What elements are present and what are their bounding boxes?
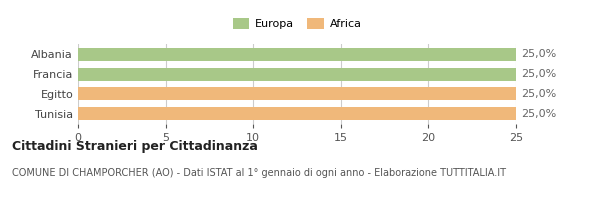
Text: COMUNE DI CHAMPORCHER (AO) - Dati ISTAT al 1° gennaio di ogni anno - Elaborazion: COMUNE DI CHAMPORCHER (AO) - Dati ISTAT …	[12, 168, 506, 178]
Text: Cittadini Stranieri per Cittadinanza: Cittadini Stranieri per Cittadinanza	[12, 140, 258, 153]
Text: 25,0%: 25,0%	[521, 69, 557, 79]
Bar	[78, 68, 516, 81]
Bar	[78, 48, 516, 61]
Legend: Europa, Africa: Europa, Africa	[228, 14, 366, 34]
Text: 25,0%: 25,0%	[521, 49, 557, 59]
Text: 25,0%: 25,0%	[521, 89, 557, 99]
Text: 25,0%: 25,0%	[521, 109, 557, 119]
Bar	[78, 87, 516, 100]
Bar	[78, 107, 516, 120]
